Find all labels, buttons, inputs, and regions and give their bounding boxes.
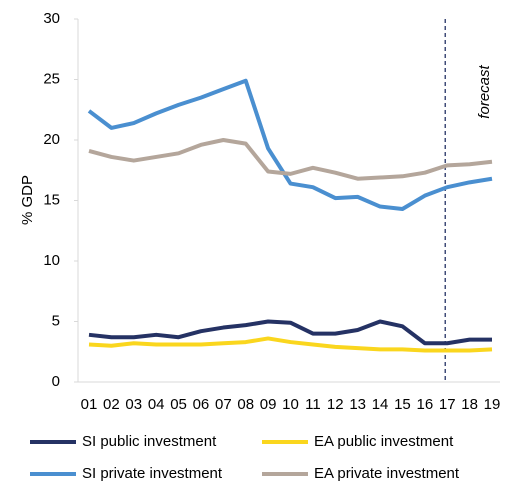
x-tick-label: 03	[125, 396, 142, 413]
series-line	[88, 138, 493, 181]
x-tick-label: 11	[305, 396, 321, 413]
x-tick-label: 06	[193, 396, 210, 413]
legend-label: EA public investment	[314, 433, 454, 450]
series-line	[88, 319, 492, 346]
forecast-annotation: forecast	[476, 64, 493, 118]
legend-label: SI public investment	[82, 433, 217, 450]
x-tick-label: 01	[81, 396, 98, 413]
legend-label: SI private investment	[82, 465, 223, 482]
x-tick-label: 05	[170, 396, 187, 413]
x-tick-label: 15	[394, 396, 411, 413]
y-tick-label: 10	[43, 252, 60, 269]
y-tick-label: 15	[43, 191, 60, 208]
series-line	[88, 336, 493, 353]
x-tick-label: 13	[349, 396, 366, 413]
y-axis-label: % GDP	[19, 175, 36, 225]
x-tick-label: 02	[103, 396, 120, 413]
x-tick-label: 12	[327, 396, 344, 413]
x-tick-label: 16	[416, 396, 433, 413]
x-tick-label: 08	[237, 396, 254, 413]
x-tick-label: 10	[282, 396, 299, 413]
x-tick-label: 18	[461, 396, 478, 413]
x-tick-label: 04	[148, 396, 165, 413]
x-tick-label: 07	[215, 396, 232, 413]
x-tick-label: 14	[372, 396, 389, 413]
legend-label: EA private investment	[314, 465, 460, 482]
y-tick-label: 0	[52, 373, 60, 390]
y-tick-label: 25	[43, 70, 60, 87]
x-tick-label: 17	[439, 396, 456, 413]
x-tick-label: 19	[484, 396, 501, 413]
y-tick-label: 5	[52, 312, 60, 329]
y-tick-label: 30	[43, 10, 60, 27]
series-line	[87, 78, 493, 211]
x-tick-label: 09	[260, 396, 277, 413]
y-tick-label: 20	[43, 131, 60, 148]
